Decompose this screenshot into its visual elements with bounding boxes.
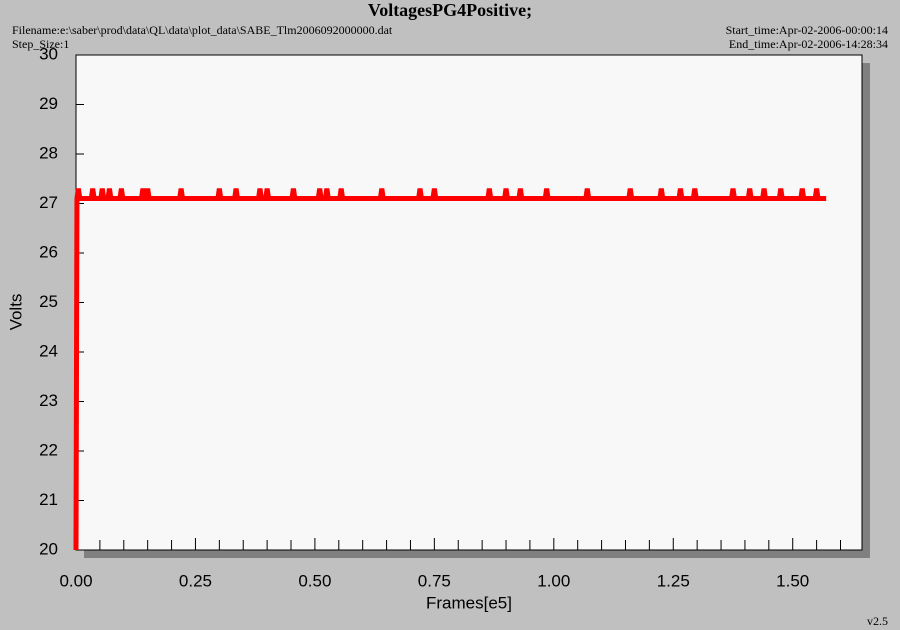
x-tick-label: 0.50 <box>298 571 331 590</box>
y-tick-label: 25 <box>39 292 58 311</box>
y-tick-label: 26 <box>39 242 58 261</box>
y-tick-label: 24 <box>39 341 58 360</box>
y-tick-label: 27 <box>39 193 58 212</box>
step-size: Step_Size:1 <box>12 37 69 51</box>
chart-title: VoltagesPG4Positive; <box>368 0 532 20</box>
x-tick-label: 1.50 <box>776 571 809 590</box>
x-tick-label: 1.25 <box>657 571 690 590</box>
y-tick-label: 29 <box>39 94 58 113</box>
x-tick-label: 0.75 <box>418 571 451 590</box>
y-tick-label: 20 <box>39 539 58 558</box>
version: v2.5 <box>867 614 888 628</box>
y-tick-label: 28 <box>39 143 58 162</box>
plot-area <box>75 54 863 551</box>
y-tick-label: 23 <box>39 391 58 410</box>
x-tick-label: 0.00 <box>59 571 92 590</box>
y-axis-label: Volts <box>6 294 25 331</box>
y-tick-label: 21 <box>39 490 58 509</box>
x-axis-label: Frames[e5] <box>426 593 512 612</box>
end-time: End_time:Apr-02-2006-14:28:34 <box>729 37 888 51</box>
data-line <box>73 188 827 551</box>
y-tick-label: 30 <box>39 44 58 63</box>
x-tick-label: 1.00 <box>537 571 570 590</box>
filename: Filename:e:\saber\prod\data\QL\data\plot… <box>12 23 393 37</box>
y-tick-label: 22 <box>39 440 58 459</box>
x-tick-label: 0.25 <box>179 571 212 590</box>
start-time: Start_time:Apr-02-2006-00:00:14 <box>726 23 888 37</box>
